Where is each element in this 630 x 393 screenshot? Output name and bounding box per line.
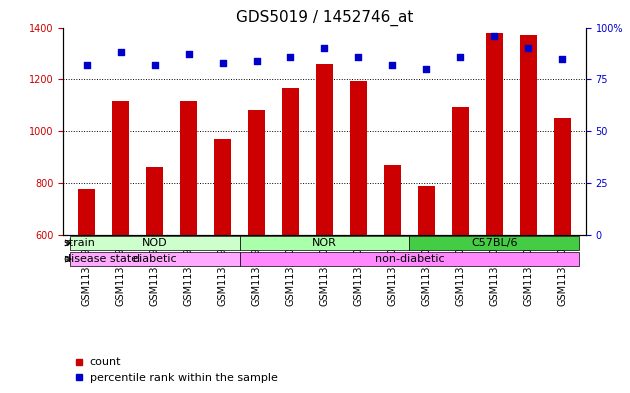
Bar [248,110,265,390]
Text: diabetic: diabetic [132,254,177,264]
Text: non-diabetic: non-diabetic [374,254,444,264]
Bar [180,101,197,390]
Text: disease state: disease state [64,254,138,264]
Bar [384,165,401,390]
Legend: count, percentile rank within the sample: count, percentile rank within the sample [69,353,282,387]
Point [353,53,364,60]
FancyBboxPatch shape [239,236,410,250]
Bar [282,88,299,390]
Point [489,33,499,39]
Text: strain: strain [64,238,96,248]
Title: GDS5019 / 1452746_at: GDS5019 / 1452746_at [236,10,413,26]
Point [217,60,227,66]
Bar [350,81,367,390]
Text: NOR: NOR [312,238,337,248]
Point [82,62,92,68]
Bar [78,189,95,390]
Point [557,55,567,62]
Bar [520,35,537,390]
Bar [112,101,129,390]
Bar [146,167,163,390]
Text: C57BL/6: C57BL/6 [471,238,517,248]
Bar [316,64,333,390]
Bar [554,118,571,390]
Point [421,66,432,72]
Point [285,53,295,60]
Bar [214,139,231,390]
Point [183,51,193,58]
Point [251,57,261,64]
Bar [486,33,503,390]
Point [387,62,398,68]
Text: NOD: NOD [142,238,168,248]
Point [455,53,466,60]
Point [116,49,126,55]
FancyBboxPatch shape [239,252,579,266]
FancyBboxPatch shape [410,236,579,250]
Bar [452,107,469,390]
FancyBboxPatch shape [70,236,239,250]
Point [150,62,160,68]
Bar [418,185,435,390]
Point [523,45,533,51]
Point [319,45,329,51]
FancyBboxPatch shape [70,252,239,266]
